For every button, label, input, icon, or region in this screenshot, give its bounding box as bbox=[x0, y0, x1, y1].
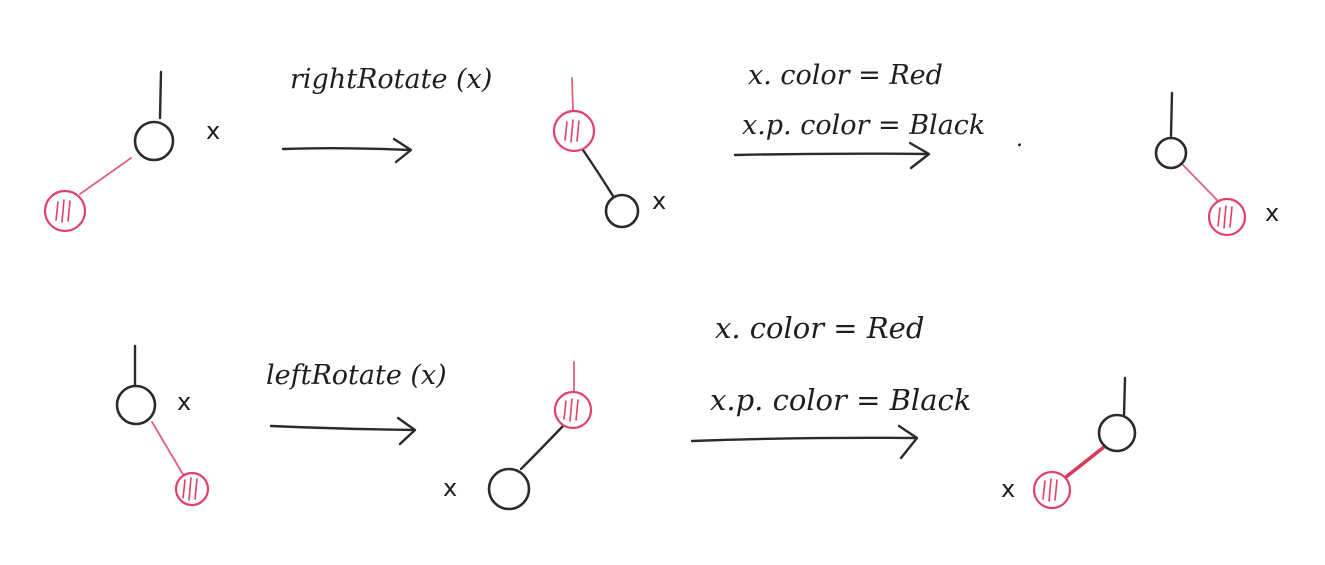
recolor-line-1: x. color = Red bbox=[748, 60, 943, 91]
node-x bbox=[604, 193, 640, 229]
right-rotate-label: rightRotate (x) bbox=[290, 64, 492, 95]
parent-edge bbox=[1122, 376, 1127, 418]
node-parent bbox=[1097, 413, 1137, 453]
trailing-period: . bbox=[1016, 127, 1023, 152]
bottom-recolor-arrow: x. color = Red x.p. color = Black bbox=[690, 311, 971, 460]
node-red-x bbox=[1032, 470, 1072, 510]
node-red-top bbox=[553, 390, 593, 430]
bottom-rotated-tree: x bbox=[443, 361, 593, 511]
red-child-edge bbox=[1182, 164, 1218, 201]
x-label: x bbox=[177, 388, 191, 416]
parent-edge bbox=[1169, 91, 1174, 138]
left-rotate-label: leftRotate (x) bbox=[266, 360, 447, 391]
red-parent-edge bbox=[571, 77, 574, 111]
arrow-shaft bbox=[690, 436, 918, 443]
recolor-line-1: x. color = Red bbox=[715, 311, 924, 345]
x-label: x bbox=[206, 117, 220, 145]
top-recolor-arrow: x. color = Red x.p. color = Black . bbox=[733, 60, 1023, 170]
red-child-edge bbox=[1064, 445, 1106, 479]
bottom-left-rotate-arrow: leftRotate (x) bbox=[266, 360, 447, 446]
recolor-line-2: x.p. color = Black bbox=[710, 383, 971, 417]
node-parent bbox=[1154, 136, 1188, 170]
node-red-top bbox=[552, 109, 596, 153]
recolor-line-2: x.p. color = Black bbox=[742, 110, 985, 141]
x-label: x bbox=[652, 187, 666, 215]
parent-edge bbox=[158, 70, 163, 120]
arrow-head bbox=[396, 416, 417, 446]
node-red-child bbox=[174, 471, 210, 507]
bottom-initial-tree: x bbox=[115, 344, 210, 507]
top-rotated-tree: x bbox=[552, 77, 666, 229]
arrow-head bbox=[908, 141, 931, 170]
x-label: x bbox=[1265, 199, 1279, 227]
top-initial-tree: x bbox=[43, 70, 220, 233]
node-x bbox=[487, 467, 531, 511]
red-child-edge bbox=[79, 157, 132, 195]
node-red-child bbox=[43, 189, 87, 233]
top-final-tree: x bbox=[1154, 91, 1279, 237]
top-right-rotate-arrow: rightRotate (x) bbox=[281, 64, 492, 164]
node-x bbox=[115, 384, 157, 426]
bottom-final-tree: x bbox=[1001, 376, 1137, 510]
arrow-head bbox=[897, 424, 919, 460]
node-x bbox=[133, 120, 175, 162]
arrow-shaft bbox=[281, 147, 412, 152]
child-edge bbox=[581, 148, 615, 198]
child-edge bbox=[519, 424, 565, 471]
arrow-shaft bbox=[733, 152, 930, 157]
x-label: x bbox=[443, 474, 457, 502]
arrow-head bbox=[392, 137, 413, 164]
arrow-shaft bbox=[269, 424, 416, 432]
red-child-edge bbox=[151, 421, 185, 477]
node-red-x bbox=[1207, 197, 1247, 237]
x-label: x bbox=[1001, 475, 1015, 503]
